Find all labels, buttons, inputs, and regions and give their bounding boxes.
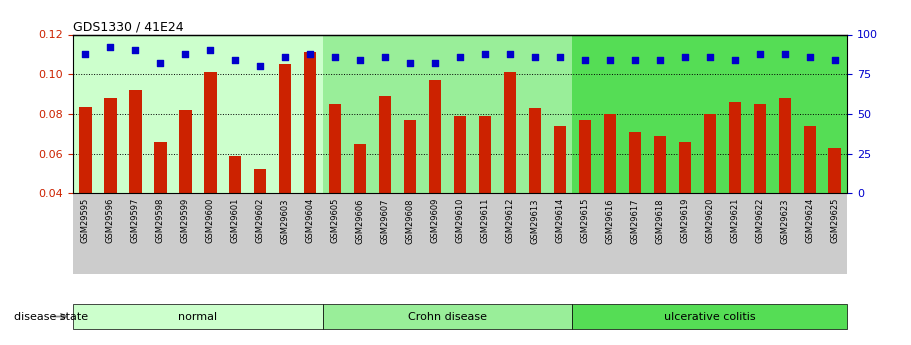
Bar <box>629 132 641 193</box>
Point <box>578 57 592 63</box>
Point <box>378 54 393 59</box>
Point <box>728 57 742 63</box>
Point <box>477 51 492 56</box>
Text: GDS1330 / 41E24: GDS1330 / 41E24 <box>73 20 183 33</box>
Bar <box>204 72 217 193</box>
Bar <box>73 34 322 193</box>
Point <box>253 63 268 69</box>
Bar <box>753 104 766 193</box>
Point <box>628 57 642 63</box>
Point <box>228 57 242 63</box>
Bar <box>729 102 741 193</box>
Point <box>652 57 667 63</box>
Bar <box>504 72 517 193</box>
Point <box>503 51 517 56</box>
Point <box>803 54 817 59</box>
Bar <box>554 126 567 193</box>
Bar <box>379 96 392 193</box>
Bar <box>129 90 141 193</box>
Point <box>128 48 143 53</box>
Bar <box>353 144 366 193</box>
Point <box>678 54 692 59</box>
Point <box>403 60 417 66</box>
Bar <box>454 116 466 193</box>
Bar <box>654 136 666 193</box>
Point <box>278 54 292 59</box>
Bar <box>254 169 267 193</box>
Bar <box>154 141 167 193</box>
Bar <box>304 52 316 193</box>
Bar <box>703 114 716 193</box>
Point <box>328 54 343 59</box>
Point <box>353 57 367 63</box>
Bar <box>528 108 541 193</box>
Point <box>428 60 443 66</box>
Point <box>302 51 317 56</box>
Point <box>203 48 218 53</box>
Bar <box>679 141 691 193</box>
Point <box>453 54 467 59</box>
Bar <box>604 114 616 193</box>
Text: Crohn disease: Crohn disease <box>408 312 487 322</box>
Text: disease state: disease state <box>14 312 87 322</box>
Bar <box>104 98 117 193</box>
Bar <box>578 120 591 193</box>
Bar <box>479 116 491 193</box>
Point <box>827 57 842 63</box>
Point <box>702 54 717 59</box>
Text: normal: normal <box>179 312 218 322</box>
Bar <box>779 98 791 193</box>
Text: ulcerative colitis: ulcerative colitis <box>664 312 755 322</box>
Point <box>777 51 792 56</box>
Point <box>752 51 767 56</box>
Bar <box>572 34 847 193</box>
Point <box>103 45 118 50</box>
Bar <box>828 148 841 193</box>
Bar <box>79 107 92 193</box>
Point <box>78 51 93 56</box>
Bar <box>229 156 241 193</box>
Bar <box>322 34 572 193</box>
Bar <box>404 120 416 193</box>
Point <box>153 60 168 66</box>
Point <box>603 57 618 63</box>
Bar <box>179 110 191 193</box>
Point <box>527 54 542 59</box>
Point <box>178 51 192 56</box>
Bar <box>804 126 816 193</box>
Bar <box>429 80 441 193</box>
Bar <box>279 64 292 193</box>
Point <box>553 54 568 59</box>
Bar <box>329 104 342 193</box>
